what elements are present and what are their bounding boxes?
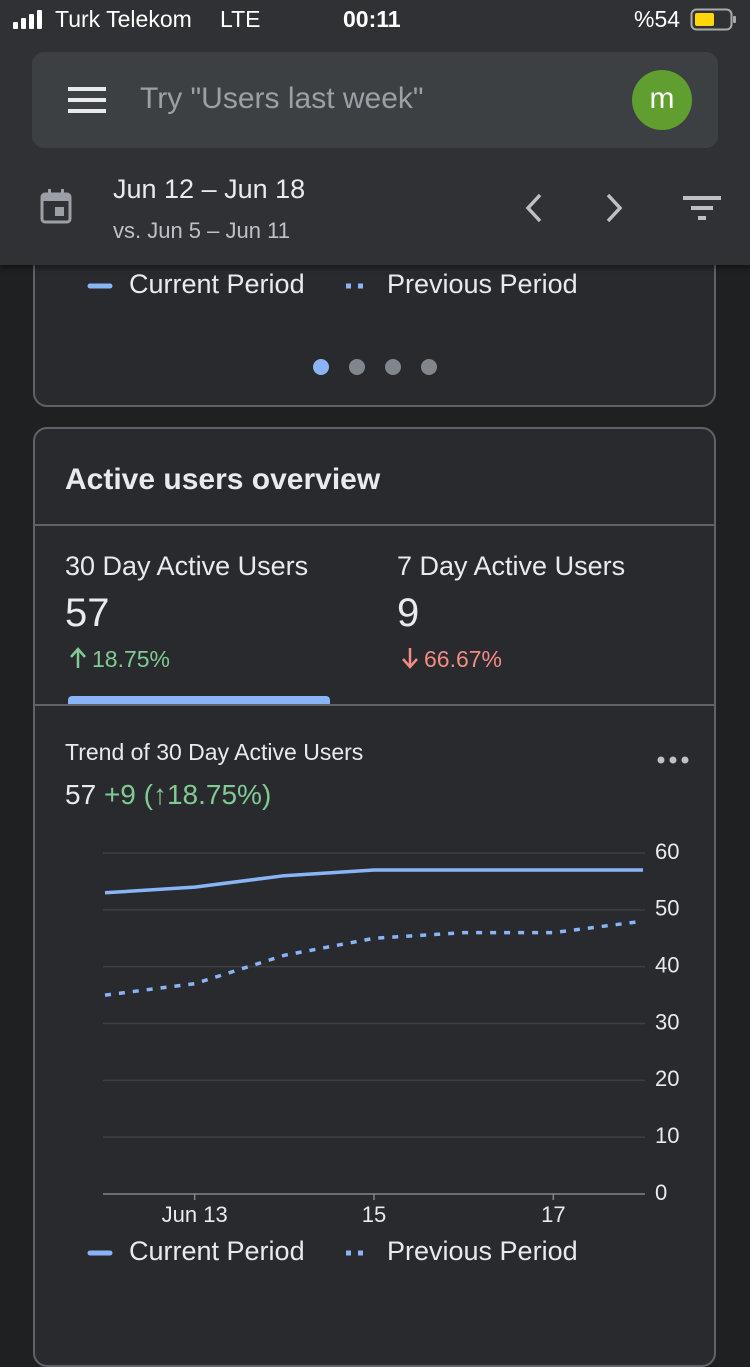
metric-value: 9: [397, 591, 420, 635]
next-button[interactable]: [602, 192, 626, 224]
battery-icon: [690, 8, 736, 31]
y-tick-label: 50: [655, 896, 679, 921]
y-tick-label: 0: [655, 1180, 667, 1205]
y-tick-label: 10: [655, 1123, 679, 1148]
trend-value: 57: [65, 779, 97, 810]
comparison-range: vs. Jun 5 – Jun 11: [113, 218, 290, 243]
legend-label: Previous Period: [387, 1236, 578, 1266]
metric-tab[interactable]: 7 Day Active Users 9 66.67%: [397, 551, 697, 701]
trend-title: Trend of 30 Day Active Users: [65, 739, 364, 765]
line-series: [104, 919, 644, 997]
y-tick-label: 20: [655, 1066, 679, 1091]
metric-tab[interactable]: 30 Day Active Users 57 18.75%: [65, 551, 365, 701]
filter-button[interactable]: [683, 195, 721, 221]
legend-label: Current Period: [129, 1236, 305, 1266]
metric-change: 18.75%: [92, 646, 171, 672]
date-range[interactable]: Jun 12 – Jun 18: [113, 174, 306, 204]
carousel-dot: [349, 359, 365, 375]
carousel-dot: [421, 359, 437, 375]
legend-label: Previous Period: [387, 269, 578, 299]
avatar[interactable]: m: [632, 70, 692, 130]
divider: [35, 704, 716, 706]
metric-value: 57: [65, 591, 110, 635]
battery-level: %54: [634, 6, 681, 32]
network: LTE: [220, 6, 261, 32]
carousel-dot: [385, 359, 401, 375]
trend-delta-percent: (↑18.75%): [143, 779, 272, 810]
trend-summary: 57 +9 (↑18.75%): [65, 779, 271, 811]
x-tick-label: 15: [362, 1202, 386, 1227]
trend-delta: +9: [103, 779, 136, 810]
time: 00:11: [343, 6, 401, 32]
carousel-dot: [313, 359, 329, 375]
x-tick-label: Jun 13: [162, 1202, 228, 1227]
y-tick-label: 30: [655, 1009, 679, 1034]
y-tick-label: 40: [655, 952, 679, 977]
up-arrow-icon: [70, 647, 86, 668]
selected-tab-indicator: [68, 696, 330, 704]
search-bar[interactable]: Try "Users last week" m: [32, 52, 718, 148]
more-menu[interactable]: [655, 754, 691, 766]
search-placeholder: Try "Users last week": [140, 82, 424, 115]
line-series: [104, 868, 643, 895]
carrier: Turk Telekom: [55, 6, 192, 32]
legend-label: Current Period: [129, 269, 305, 299]
x-tick-label: 17: [541, 1202, 565, 1227]
metric-label: 30 Day Active Users: [65, 551, 309, 581]
signal-icon: [13, 10, 42, 29]
card-title: Active users overview: [65, 463, 381, 496]
divider: [35, 524, 716, 526]
menu-icon[interactable]: [68, 86, 106, 114]
app-header: Turk Telekom LTE 00:11 %54 Try "Users la…: [0, 0, 750, 265]
active-users-card: Active users overview 30 Day Active User…: [33, 427, 716, 1367]
calendar-icon[interactable]: [40, 188, 72, 224]
chart: 0 10 20 30 40 50 60 Jun 13 15 17 Current Period Pre…: [87, 269, 679, 1266]
y-tick-label: 60: [655, 839, 679, 864]
metric-label: 7 Day Active Users: [397, 551, 626, 581]
metric-change: 66.67%: [424, 646, 503, 672]
previous-button[interactable]: [522, 192, 546, 224]
down-arrow-icon: [402, 648, 418, 669]
